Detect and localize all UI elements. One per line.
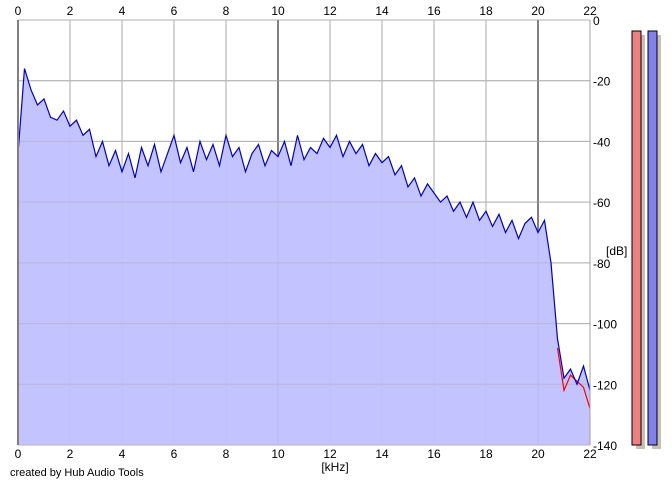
x-tick-label: 10	[271, 447, 285, 461]
x-tick-label: 2	[67, 447, 74, 461]
y-tick-labels: 0 -20 -40 -60 -80 -100 -120 -140	[593, 14, 617, 453]
x-tick-label: 0	[15, 447, 22, 461]
x-tick-label: 8	[223, 4, 230, 18]
x-tick-label: 4	[119, 447, 126, 461]
x-tick-labels-bottom: 0 2 4 6 8 10 12 14 16 18 20 22	[15, 447, 597, 461]
x-tick-label: 10	[271, 4, 285, 18]
y-tick-label: -140	[593, 439, 617, 453]
plot-area	[17, 19, 591, 446]
x-tick-labels-top: 0 2 4 6 8 10 12 14 16 18 20 22	[15, 4, 597, 18]
x-tick-label: 18	[479, 447, 493, 461]
x-tick-label: 2	[67, 4, 74, 18]
y-tick-label: -80	[593, 257, 611, 271]
y-tick-label: -40	[593, 135, 611, 149]
y-tick-label: -60	[593, 196, 611, 210]
x-tick-label: 12	[323, 4, 337, 18]
y-tick-label: 0	[593, 14, 600, 28]
x-axis-label: [kHz]	[321, 460, 348, 474]
x-tick-label: 0	[15, 4, 22, 18]
x-tick-label: 8	[223, 447, 230, 461]
x-tick-label: 20	[531, 447, 545, 461]
series-line-blue	[17, 68, 591, 391]
y-tick-label: -120	[593, 378, 617, 392]
x-tick-label: 6	[171, 447, 178, 461]
x-tick-label: 12	[323, 447, 337, 461]
x-tick-label: 22	[583, 447, 597, 461]
credit-text: created by Hub Audio Tools	[10, 467, 144, 479]
spectrum-fill	[18, 68, 590, 446]
x-tick-label: 16	[427, 4, 441, 18]
left-channel-meter	[631, 30, 642, 446]
right-channel-meter	[647, 30, 658, 446]
y-tick-label: -100	[593, 318, 617, 332]
x-tick-label: 18	[479, 4, 493, 18]
x-tick-label: 14	[375, 4, 389, 18]
level-meters	[631, 30, 661, 449]
x-tick-label: 16	[427, 447, 441, 461]
x-tick-label: 4	[119, 4, 126, 18]
x-tick-label: 20	[531, 4, 545, 18]
x-tick-label: 22	[583, 4, 597, 18]
x-tick-label: 6	[171, 4, 178, 18]
y-tick-label: -20	[593, 75, 611, 89]
x-tick-label: 14	[375, 447, 389, 461]
y-axis-label: [dB]	[606, 244, 627, 258]
